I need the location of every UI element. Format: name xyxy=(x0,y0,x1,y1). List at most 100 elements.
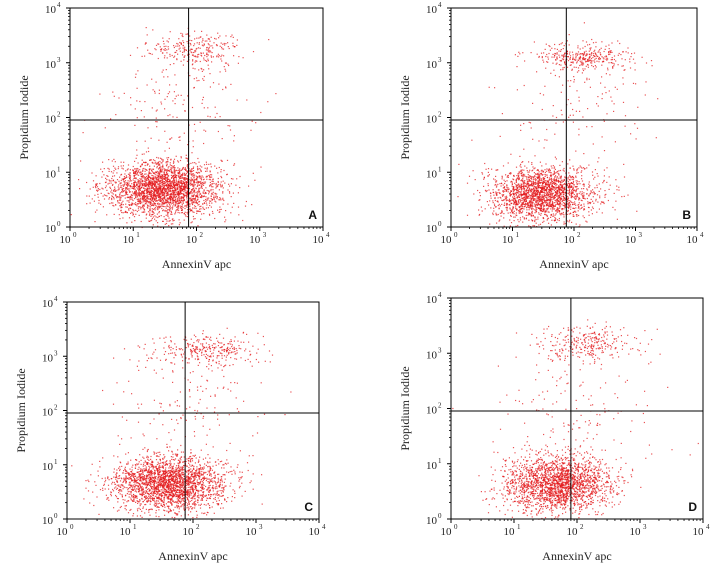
scatter-point xyxy=(531,178,533,180)
scatter-point xyxy=(130,207,132,210)
scatter-point xyxy=(118,214,120,216)
scatter-point xyxy=(525,203,527,205)
scatter-point xyxy=(160,195,162,197)
scatter-point xyxy=(144,188,146,190)
scatter-point xyxy=(583,208,586,211)
scatter-point xyxy=(193,175,195,177)
scatter-point xyxy=(578,198,580,200)
scatter-point xyxy=(195,77,198,79)
scatter-point xyxy=(578,192,580,195)
scatter-point xyxy=(154,204,156,206)
scatter-point xyxy=(162,205,164,207)
scatter-point xyxy=(531,202,533,204)
scatter-point xyxy=(537,192,539,194)
scatter-point xyxy=(550,197,552,199)
scatter-point xyxy=(171,54,173,57)
scatter-point xyxy=(481,173,484,175)
scatter-point xyxy=(185,49,187,51)
scatter-point xyxy=(556,210,558,212)
scatter-point xyxy=(601,201,603,203)
scatter-point xyxy=(169,186,171,188)
scatter-point xyxy=(138,206,140,208)
scatter-point xyxy=(180,199,182,201)
scatter-point xyxy=(156,186,158,188)
scatter-point xyxy=(189,198,191,200)
scatter-point xyxy=(157,222,159,224)
scatter-point xyxy=(123,161,125,163)
scatter-point xyxy=(149,184,151,186)
scatter-point xyxy=(192,140,194,142)
scatter-point xyxy=(170,196,172,198)
scatter-point xyxy=(571,189,573,191)
scatter-point xyxy=(186,157,188,159)
scatter-point xyxy=(115,204,117,206)
scatter-point xyxy=(166,199,168,202)
scatter-point xyxy=(206,176,208,178)
scatter-point xyxy=(225,70,227,72)
scatter-point xyxy=(543,202,545,204)
scatter-point xyxy=(216,56,218,58)
scatter-point xyxy=(541,202,543,204)
scatter-point xyxy=(531,219,533,221)
scatter-point xyxy=(204,54,206,57)
scatter-point xyxy=(187,192,189,194)
scatter-point xyxy=(211,198,214,200)
scatter-point xyxy=(163,178,165,180)
scatter-point xyxy=(174,171,176,173)
scatter-point xyxy=(222,198,224,201)
scatter-point xyxy=(138,194,140,196)
scatter-point xyxy=(166,193,168,195)
scatter-point xyxy=(550,214,552,217)
scatter-point xyxy=(178,45,181,47)
scatter-point xyxy=(511,183,513,185)
scatter-point xyxy=(525,185,527,187)
scatter-point xyxy=(216,167,218,169)
scatter-point xyxy=(149,182,151,184)
scatter-point xyxy=(169,84,171,86)
scatter-point xyxy=(192,198,195,200)
scatter-point xyxy=(175,197,177,199)
scatter-point xyxy=(142,170,144,172)
scatter-point xyxy=(129,177,131,179)
scatter-point xyxy=(219,197,221,199)
scatter-point xyxy=(212,82,215,84)
scatter-point xyxy=(184,185,186,187)
scatter-point xyxy=(203,57,205,59)
scatter-point xyxy=(144,199,146,201)
scatter-point xyxy=(181,205,183,207)
scatter-point xyxy=(568,206,570,208)
scatter-point xyxy=(201,195,203,197)
scatter-point xyxy=(496,185,498,187)
scatter-point xyxy=(582,197,584,199)
scatter-point xyxy=(161,174,163,176)
scatter-point xyxy=(130,97,132,99)
scatter-point xyxy=(201,55,203,57)
scatter-point xyxy=(552,174,554,176)
scatter-point xyxy=(231,206,233,208)
scatter-point xyxy=(164,199,167,201)
scatter-point xyxy=(513,179,515,181)
scatter-point xyxy=(154,193,156,195)
scatter-point xyxy=(519,208,521,210)
scatter-point xyxy=(498,220,500,222)
scatter-point xyxy=(206,60,208,62)
scatter-point xyxy=(547,191,549,193)
scatter-point xyxy=(198,191,200,193)
scatter-point xyxy=(191,201,193,203)
scatter-point xyxy=(143,192,145,194)
scatter-point xyxy=(144,189,146,192)
scatter-point xyxy=(151,204,153,206)
scatter-point xyxy=(494,197,496,199)
scatter-point xyxy=(496,169,498,171)
scatter-point xyxy=(157,57,159,60)
scatter-point xyxy=(139,184,141,186)
scatter-point xyxy=(174,55,176,57)
scatter-point xyxy=(151,187,153,189)
scatter-point xyxy=(531,220,534,222)
scatter-point xyxy=(149,198,151,200)
scatter-point xyxy=(137,179,139,181)
scatter-point xyxy=(166,141,168,143)
scatter-point xyxy=(199,206,201,208)
scatter-point xyxy=(477,189,479,192)
scatter-point xyxy=(233,55,235,57)
